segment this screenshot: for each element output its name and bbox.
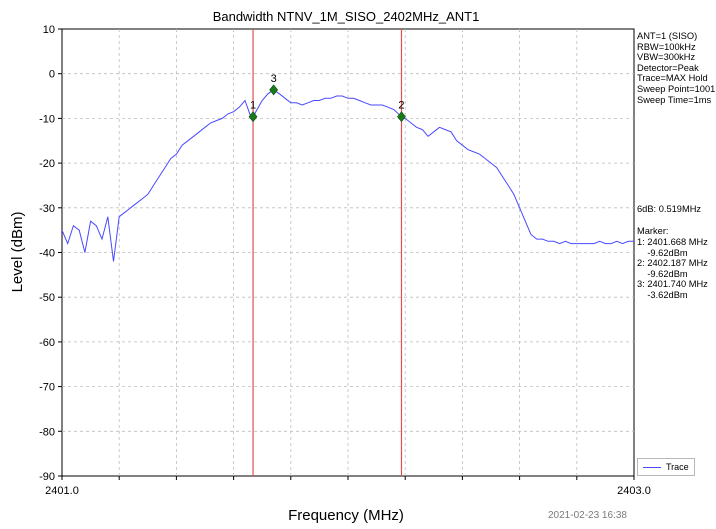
- marker-label: 3: [271, 73, 277, 85]
- y-tick-label: -50: [39, 292, 55, 304]
- x-axis-ticks: 2401.0 2403.0: [45, 476, 651, 497]
- setting-line: RBW=100kHz: [637, 41, 696, 52]
- y-tick-label: -40: [39, 248, 55, 260]
- legend-label: Trace: [666, 462, 689, 472]
- y-axis-ticks: 10 0 -10 -20 -30 -40 -50 -60 -70 -80 -90: [39, 24, 62, 483]
- marker-panel: 1: 2401.668 MHz -9.62dBm 2: 2402.187 MHz …: [637, 237, 715, 301]
- chart-title: Bandwidth NTNV_1M_SISO_2402MHz_ANT1: [213, 9, 480, 24]
- legend-line-swatch: [643, 467, 661, 468]
- setting-line: Detector=Peak: [637, 62, 699, 73]
- setting-line: Trace=MAX Hold: [637, 73, 708, 84]
- trace-line: [61, 89, 634, 262]
- y-tick-label: -10: [39, 113, 55, 125]
- marker-diamond: [269, 84, 279, 96]
- marker-line: -3.62dBm: [637, 289, 688, 300]
- marker-label: 2: [398, 100, 404, 112]
- marker-diamond: [248, 111, 258, 123]
- y-tick-label: -80: [39, 426, 55, 438]
- settings-panel: ANT=1 (SISO) RBW=100kHz VBW=300kHz Detector…: [637, 31, 715, 105]
- marker-line: 3: 2401.740 MHz: [637, 279, 708, 290]
- marker-header: Marker:: [637, 226, 669, 236]
- y-tick-label: 0: [49, 69, 55, 81]
- setting-line: Sweep Point=1001: [637, 83, 716, 94]
- setting-line: VBW=300kHz: [637, 52, 696, 63]
- marker-line: -9.62dBm: [637, 268, 688, 279]
- markers-group: 1 2 3: [248, 73, 406, 123]
- y-tick-label: -30: [39, 203, 55, 215]
- timestamp: 2021-02-23 16:38: [548, 510, 627, 521]
- series-group: [61, 89, 634, 262]
- x-axis-label: Frequency (MHz): [288, 507, 404, 524]
- bandwidth-value: 6dB: 0.519MHz: [637, 204, 702, 214]
- marker-label: 1: [250, 100, 256, 112]
- marker-lines: [252, 29, 403, 476]
- marker-line: -9.62dBm: [637, 247, 688, 258]
- marker-line: 2: 2402.187 MHz: [637, 258, 708, 269]
- y-tick-label: -60: [39, 337, 55, 349]
- y-tick-label: -70: [39, 382, 55, 394]
- legend: Trace: [637, 458, 695, 476]
- y-tick-label: -90: [39, 471, 55, 483]
- x-tick-label: 2401.0: [45, 485, 79, 497]
- y-tick-label: -20: [39, 158, 55, 170]
- x-tick-label: 2403.0: [617, 485, 651, 497]
- y-tick-label: 10: [43, 24, 55, 36]
- marker-diamond: [397, 111, 406, 123]
- y-axis-label: Level (dBm): [9, 212, 26, 293]
- setting-line: Sweep Time=1ms: [637, 94, 712, 105]
- grid-lines: [62, 29, 634, 476]
- marker-line: 1: 2401.668 MHz: [637, 237, 708, 247]
- setting-line: ANT=1 (SISO): [637, 31, 698, 41]
